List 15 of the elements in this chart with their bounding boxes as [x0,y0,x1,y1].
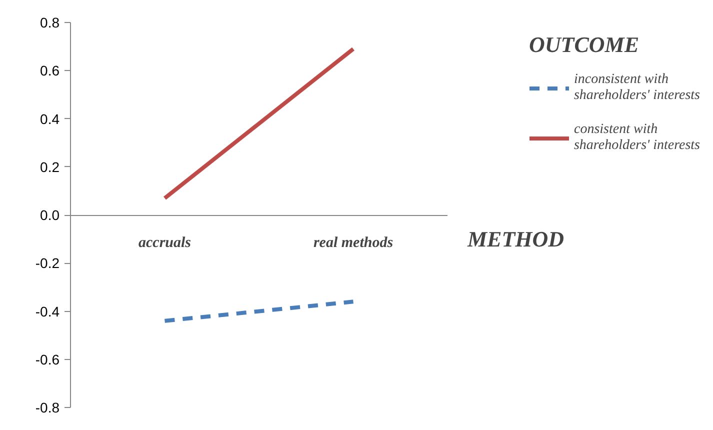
y-tick-label: -0.2 [35,255,60,272]
legend-label: consistent with shareholders' interests [574,121,700,155]
y-tick-label: 0.8 [40,14,60,30]
x-axis-title: METHOD [466,226,564,252]
legend-title: OUTCOME [528,32,640,58]
y-tick-label: -0.8 [35,400,60,416]
x-tick-label: real methods [313,235,394,251]
y-tick-label: 0.4 [40,110,60,127]
y-tick-label: -0.4 [35,303,60,320]
x-tick-label: accruals [138,235,192,251]
y-tick-label: 0.2 [40,158,60,175]
y-tick-label: 0.0 [40,207,60,223]
y-tick-label: 0.6 [40,62,60,79]
y-tick-label: -0.6 [35,351,60,368]
legend-label: inconsistent with shareholders' interests [574,71,700,105]
